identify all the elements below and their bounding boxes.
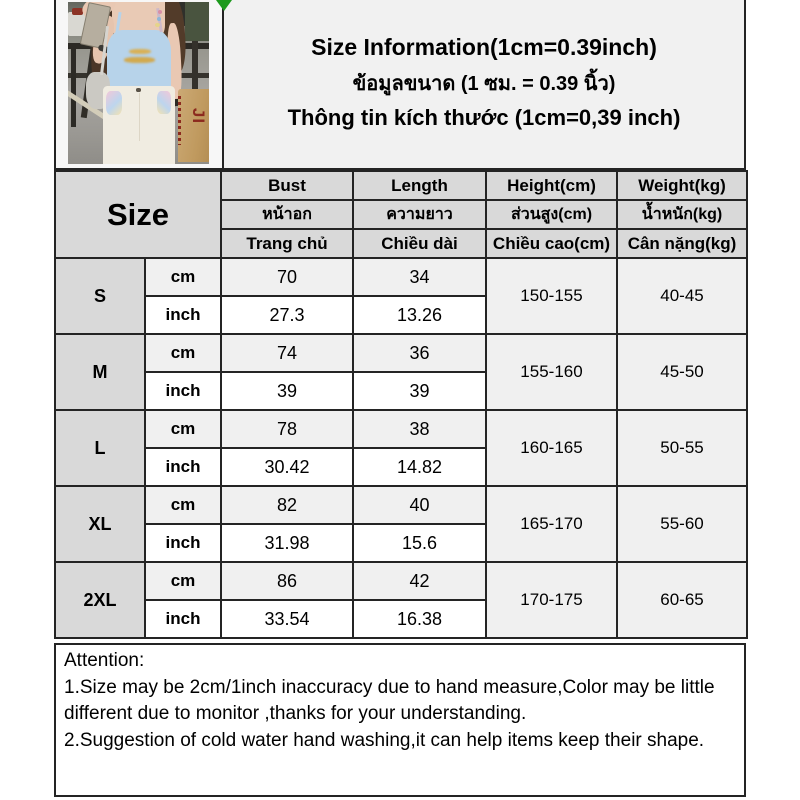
weight-range: 55-60: [616, 485, 748, 563]
size-header-cell: Size: [54, 170, 222, 259]
unit-label-cm: cm: [144, 485, 222, 525]
unit-label-cm: cm: [144, 409, 222, 449]
kraft-paper-bag: [177, 89, 209, 163]
camisole-print: [124, 57, 156, 64]
length-inch-value: 16.38: [352, 599, 487, 639]
unit-label-cm: cm: [144, 561, 222, 601]
height-range: 165-170: [485, 485, 618, 563]
unit-label-inch: inch: [144, 447, 222, 487]
length-cm-value: 36: [352, 333, 487, 373]
bust-cm-value: 86: [220, 561, 354, 601]
title-thai: ข้อมูลขนาด (1 ซม. = 0.39 นิ้ว): [352, 72, 616, 95]
bust-inch-value: 33.54: [220, 599, 354, 639]
weight-range: 45-50: [616, 333, 748, 411]
bust-cm-value: 70: [220, 257, 354, 297]
length-inch-value: 39: [352, 371, 487, 411]
bust-cm-value: 82: [220, 485, 354, 525]
bust-cm-value: 78: [220, 409, 354, 449]
length-cm-value: 34: [352, 257, 487, 297]
pants-seam: [138, 92, 141, 142]
length-inch-value: 13.26: [352, 295, 487, 335]
title-cell: Size Information(1cm=0.39inch) ข้อมูลขนา…: [216, 0, 744, 168]
col-header-height-en: Height(cm): [485, 170, 618, 201]
tail-light: [72, 8, 84, 15]
title-vietnamese: Thông tin kích thước (1cm=0,39 inch): [287, 104, 681, 130]
bust-inch-value: 31.98: [220, 523, 354, 563]
size-table: Size Bust Length Height(cm) Weight(kg) ห…: [54, 170, 748, 639]
pocket-print: [156, 91, 171, 114]
col-header-bust-th: หน้าอก: [220, 199, 354, 230]
col-header-length-th: ความยาว: [352, 199, 487, 230]
unit-label-inch: inch: [144, 523, 222, 563]
height-range: 160-165: [485, 409, 618, 487]
model-photo: JI: [68, 2, 209, 164]
size-label: 2XL: [54, 561, 146, 639]
col-header-bust-en: Bust: [220, 170, 354, 201]
length-inch-value: 15.6: [352, 523, 487, 563]
unit-label-inch: inch: [144, 371, 222, 411]
col-header-weight-en: Weight(kg): [616, 170, 748, 201]
bag-brand-text: JI: [189, 107, 209, 124]
railing-post: [70, 42, 77, 127]
attention-heading: Attention:: [64, 650, 145, 671]
col-header-weight-vi: Cân nặng(kg): [616, 228, 748, 259]
strap-bead: [155, 23, 160, 28]
attention-notes: Attention: 1.Size may be 2cm/1inch inacc…: [54, 643, 746, 797]
strap-bead: [157, 10, 163, 15]
length-inch-value: 14.82: [352, 447, 487, 487]
length-cm-value: 38: [352, 409, 487, 449]
unit-label-inch: inch: [144, 599, 222, 639]
size-label: S: [54, 257, 146, 335]
bust-inch-value: 39: [220, 371, 354, 411]
col-header-length-vi: Chiều dài: [352, 228, 487, 259]
foliage: [185, 2, 209, 41]
green-corner-marker-icon: [216, 0, 232, 11]
size-label: XL: [54, 485, 146, 563]
size-label: L: [54, 409, 146, 487]
length-cm-value: 42: [352, 561, 487, 601]
unit-label-cm: cm: [144, 333, 222, 373]
unit-label-cm: cm: [144, 257, 222, 297]
weight-range: 50-55: [616, 409, 748, 487]
pocket-print: [106, 91, 122, 116]
camisole-print: [128, 48, 152, 55]
col-header-height-vi: Chiều cao(cm): [485, 228, 618, 259]
col-header-height-th: ส่วนสูง(cm): [485, 199, 618, 230]
length-cm-value: 40: [352, 485, 487, 525]
bust-inch-value: 30.42: [220, 447, 354, 487]
attention-line-2: 2.Suggestion of cold water hand washing,…: [64, 729, 705, 751]
strap-bead: [156, 16, 162, 21]
col-header-bust-vi: Trang chủ: [220, 228, 354, 259]
top-section: JI Size Information(1cm=0.39inch) ข้อมูล…: [54, 0, 746, 170]
bust-inch-value: 27.3: [220, 295, 354, 335]
photo-cell: JI: [56, 0, 224, 168]
size-label: M: [54, 333, 146, 411]
weight-range: 40-45: [616, 257, 748, 335]
bag-print-strip: [178, 95, 181, 145]
title-english: Size Information(1cm=0.39inch): [311, 33, 657, 60]
height-range: 155-160: [485, 333, 618, 411]
unit-label-inch: inch: [144, 295, 222, 335]
weight-range: 60-65: [616, 561, 748, 639]
railing-post: [192, 40, 198, 96]
attention-line-1: 1.Size may be 2cm/1inch inaccuracy due t…: [64, 676, 715, 725]
height-range: 150-155: [485, 257, 618, 335]
col-header-weight-th: น้ำหนัก(kg): [616, 199, 748, 230]
height-range: 170-175: [485, 561, 618, 639]
col-header-length-en: Length: [352, 170, 487, 201]
bust-cm-value: 74: [220, 333, 354, 373]
pants-button: [135, 87, 142, 92]
